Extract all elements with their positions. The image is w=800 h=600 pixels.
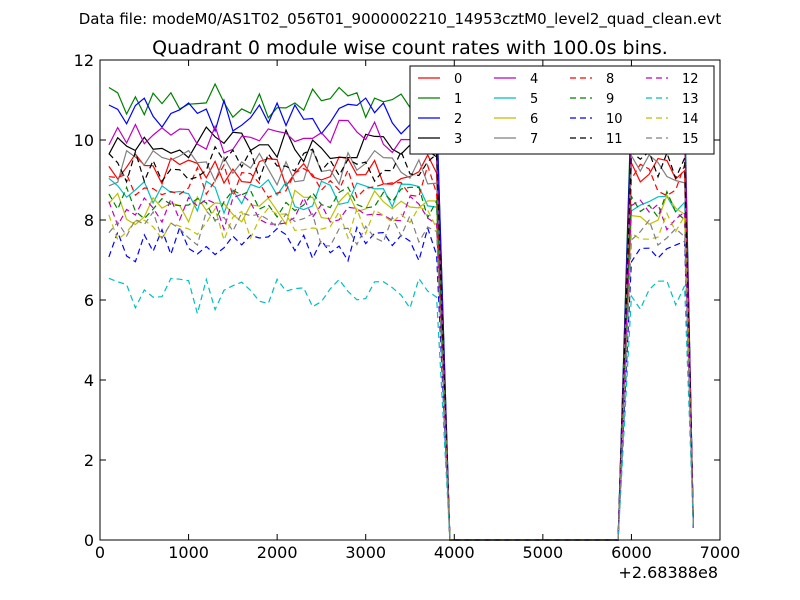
series-line-14 xyxy=(108,206,694,541)
legend-frame xyxy=(409,65,715,155)
x-tick-label: 2000 xyxy=(257,543,298,562)
legend-label-0: 0 xyxy=(454,72,462,87)
legend-label-9: 9 xyxy=(606,92,614,107)
series-line-9 xyxy=(108,185,694,541)
x-tick-label: 7000 xyxy=(700,543,741,562)
x-tick-label: 0 xyxy=(95,543,105,562)
y-tick-label: 6 xyxy=(84,291,94,310)
x-tick-label: 5000 xyxy=(522,543,563,562)
legend-label-7: 7 xyxy=(530,132,538,147)
legend-label-4: 4 xyxy=(530,72,538,87)
legend-label-1: 1 xyxy=(454,92,462,107)
x-offset-label: +2.68388e8 xyxy=(618,563,718,582)
legend-label-5: 5 xyxy=(530,92,538,107)
series-line-15 xyxy=(108,209,694,541)
chart-title: Quadrant 0 module wise count rates with … xyxy=(152,37,668,59)
figure-suptitle: Data file: modeM0/AS1T02_056T01_90000022… xyxy=(79,10,722,29)
y-tick-label: 2 xyxy=(84,451,94,470)
legend-label-12: 12 xyxy=(682,72,699,87)
legend-label-2: 2 xyxy=(454,112,462,127)
x-tick-label: 3000 xyxy=(345,543,386,562)
legend-label-15: 15 xyxy=(682,132,699,147)
y-tick-label: 10 xyxy=(74,131,94,150)
legend-label-10: 10 xyxy=(606,112,623,127)
legend-label-8: 8 xyxy=(606,72,614,87)
y-tick-label: 12 xyxy=(74,51,94,70)
y-tick-label: 8 xyxy=(84,211,94,230)
legend-label-11: 11 xyxy=(606,132,623,147)
legend-label-3: 3 xyxy=(454,132,462,147)
legend-label-14: 14 xyxy=(682,112,699,127)
x-tick-label: 1000 xyxy=(168,543,209,562)
y-tick-label: 4 xyxy=(84,371,94,390)
x-tick-label: 4000 xyxy=(434,543,475,562)
x-tick-label: 6000 xyxy=(611,543,652,562)
legend-label-13: 13 xyxy=(682,92,699,107)
y-tick-label: 0 xyxy=(84,531,94,550)
legend-label-6: 6 xyxy=(530,112,538,127)
